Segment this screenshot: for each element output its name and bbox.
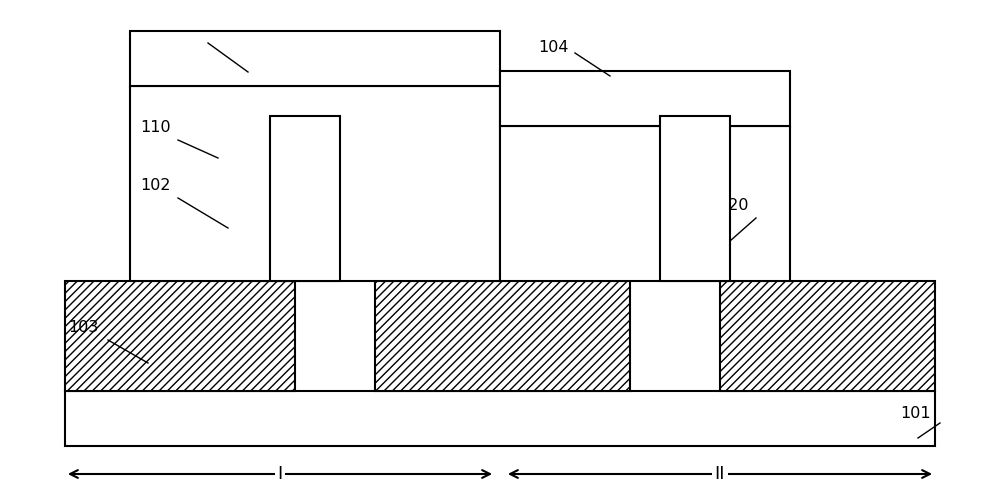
Bar <box>270 116 340 281</box>
Bar <box>720 281 935 391</box>
Bar <box>65 281 295 391</box>
Bar <box>130 31 500 86</box>
Text: 110: 110 <box>140 121 171 135</box>
Bar <box>500 71 790 126</box>
Text: 103: 103 <box>68 320 98 335</box>
Text: 104: 104 <box>538 41 568 56</box>
Bar <box>500 126 790 281</box>
Text: 102: 102 <box>140 179 170 193</box>
Text: 101: 101 <box>900 406 931 421</box>
Bar <box>65 391 935 446</box>
Bar <box>660 116 730 281</box>
Text: 104: 104 <box>168 30 198 46</box>
Text: 120: 120 <box>718 198 748 213</box>
Bar <box>375 281 630 391</box>
Text: II: II <box>715 465 725 483</box>
Bar <box>130 86 500 281</box>
Text: I: I <box>277 465 283 483</box>
